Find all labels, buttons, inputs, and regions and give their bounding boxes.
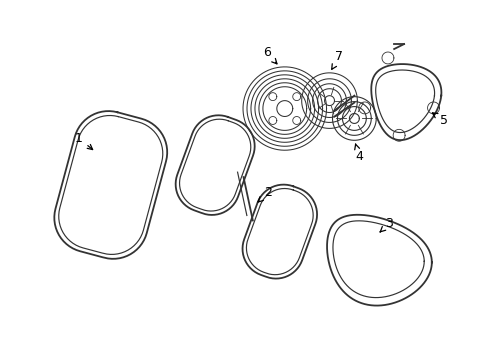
Text: 2: 2 (258, 186, 271, 202)
Text: 4: 4 (354, 144, 363, 163)
Text: 5: 5 (431, 113, 447, 127)
Text: 3: 3 (379, 217, 392, 232)
Text: 6: 6 (263, 46, 276, 64)
Text: 7: 7 (331, 50, 343, 69)
Text: 1: 1 (75, 132, 92, 149)
